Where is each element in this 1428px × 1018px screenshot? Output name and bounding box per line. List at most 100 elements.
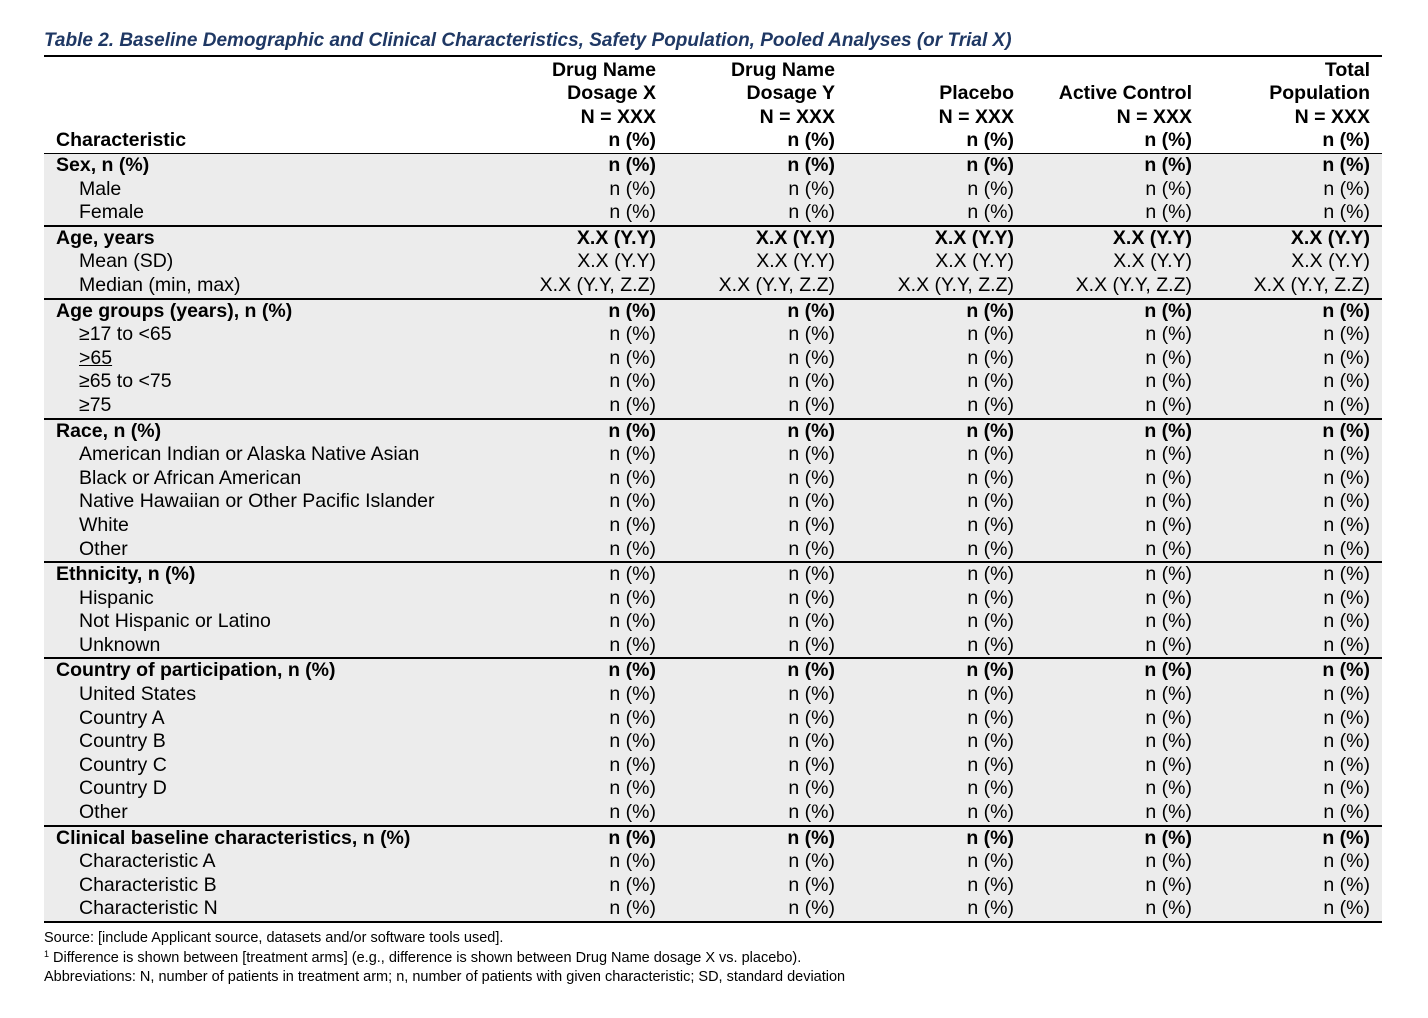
row-value: n (%) [787, 299, 835, 322]
row-value: n (%) [788, 610, 835, 633]
table-row: Unknown n (%) n (%) n (%) n (%) n (%) [44, 634, 1382, 658]
table-section: Race, n (%) n (%) n (%) n (%) n (%) n (%) Amer… [44, 419, 1382, 564]
row-value: n (%) [788, 370, 835, 393]
row-value: n (%) [1145, 466, 1192, 489]
row-label: Country B [79, 730, 166, 753]
row-value: n (%) [609, 563, 656, 586]
row-value: n (%) [1144, 419, 1192, 442]
row-value: n (%) [1145, 323, 1192, 346]
row-value: n (%) [788, 177, 835, 200]
row-value: X.X (Y.Y, Z.Z) [897, 273, 1014, 296]
row-value: X.X (Y.Y, Z.Z) [539, 273, 656, 296]
row-value: n (%) [967, 730, 1014, 753]
row-value: n (%) [609, 897, 656, 920]
row-value: X.X (Y.Y) [756, 250, 835, 273]
row-value: n (%) [788, 897, 835, 920]
row-value: n (%) [1322, 154, 1370, 176]
row-value: n (%) [788, 346, 835, 369]
row-value: n (%) [1323, 753, 1370, 776]
row-value: n (%) [1323, 443, 1370, 466]
row-value: n (%) [788, 537, 835, 560]
row-value: n (%) [1323, 177, 1370, 200]
row-label: Female [79, 201, 145, 224]
row-value: n (%) [1323, 323, 1370, 346]
table-row: ≥75 n (%) n (%) n (%) n (%) n (%) [44, 394, 1382, 418]
row-value: n (%) [1323, 706, 1370, 729]
row-value: n (%) [966, 659, 1014, 682]
row-label: Other [79, 801, 128, 824]
row-value: n (%) [1323, 897, 1370, 920]
table-row: Characteristic A n (%) n (%) n (%) n (%) n (%… [44, 850, 1382, 874]
row-value: X.X (Y.Y) [935, 250, 1014, 273]
row-label: Not Hispanic or Latino [79, 610, 271, 633]
table-section: Age groups (years), n (%) n (%) n (%) n (%)… [44, 299, 1382, 420]
row-value: n (%) [787, 826, 835, 849]
abbreviations-note: Abbreviations: N, number of patients in … [44, 969, 846, 985]
row-value: n (%) [967, 897, 1014, 920]
row-value: n (%) [609, 586, 656, 609]
row-value: n (%) [788, 201, 835, 224]
row-value: n (%) [1145, 801, 1192, 824]
row-value: n (%) [967, 633, 1014, 656]
row-value: n (%) [967, 201, 1014, 224]
row-value: n (%) [1145, 753, 1192, 776]
table-row: Median (min, max) X.X (Y.Y, Z.Z) X.X (Y.Y,… [44, 274, 1382, 298]
row-value: n (%) [967, 346, 1014, 369]
row-value: n (%) [787, 419, 835, 442]
table-row: Characteristic N n (%) n (%) n (%) n (%) n (%… [44, 897, 1382, 921]
row-value: n (%) [609, 346, 656, 369]
row-value: n (%) [609, 873, 656, 896]
row-value: X.X (Y.Y, Z.Z) [718, 273, 835, 296]
row-value: n (%) [609, 490, 656, 513]
row-value: n (%) [1323, 201, 1370, 224]
row-value: n (%) [609, 706, 656, 729]
row-label: Characteristic A [79, 850, 216, 873]
row-value: X.X (Y.Y, Z.Z) [1075, 273, 1192, 296]
row-label: Country A [79, 706, 165, 729]
row-value: n (%) [967, 873, 1014, 896]
row-label: Country D [79, 777, 167, 800]
row-value: n (%) [788, 393, 835, 416]
row-value: n (%) [1145, 563, 1192, 586]
row-value: n (%) [608, 826, 656, 849]
row-value: n (%) [1145, 513, 1192, 536]
row-value: X.X (Y.Y) [1290, 226, 1370, 249]
row-value: n (%) [788, 563, 835, 586]
row-value: n (%) [788, 490, 835, 513]
row-value: n (%) [1145, 537, 1192, 560]
row-label: Characteristic B [79, 873, 217, 896]
row-value: n (%) [608, 419, 656, 442]
row-value: n (%) [1145, 393, 1192, 416]
table-row: >65 n (%) n (%) n (%) n (%) n (%) [44, 347, 1382, 371]
row-label: Male [79, 177, 122, 200]
row-value: n (%) [609, 537, 656, 560]
row-value: n (%) [967, 683, 1014, 706]
table-section-header-row: Race, n (%) n (%) n (%) n (%) n (%) n (%) [44, 420, 1382, 444]
row-value: n (%) [1145, 873, 1192, 896]
row-value: n (%) [788, 586, 835, 609]
footnote-marker: 1 [44, 948, 50, 959]
row-value: n (%) [1323, 537, 1370, 560]
table-section-header-row: Clinical baseline characteristics, n (%)… [44, 827, 1382, 851]
row-value: n (%) [609, 201, 656, 224]
table-section: Sex, n (%) n (%) n (%) n (%) n (%) n (%) Male n… [44, 154, 1382, 227]
table-row: Country C n (%) n (%) n (%) n (%) n (%) [44, 754, 1382, 778]
table-row: Not Hispanic or Latino n (%) n (%) n (%) n (… [44, 610, 1382, 634]
row-value: n (%) [1145, 586, 1192, 609]
row-label: Other [79, 537, 128, 560]
row-value: n (%) [967, 610, 1014, 633]
row-label: Race, n (%) [56, 419, 162, 442]
row-value: n (%) [788, 801, 835, 824]
row-value: n (%) [1144, 299, 1192, 322]
row-value: X.X (Y.Y) [576, 226, 656, 249]
table-row: Mean (SD) X.X (Y.Y) X.X (Y.Y) X.X (Y.Y) X.X … [44, 250, 1382, 274]
row-value: n (%) [1145, 683, 1192, 706]
difference-note: 1 Difference is shown between [treatment… [44, 949, 845, 969]
row-value: n (%) [1322, 299, 1370, 322]
row-value: n (%) [609, 393, 656, 416]
characteristic-header: Characteristic [56, 129, 187, 152]
table-section: Ethnicity, n (%) n (%) n (%) n (%) n (%) n (%… [44, 563, 1382, 660]
table-body: Sex, n (%) n (%) n (%) n (%) n (%) n (%) Male n… [44, 154, 1382, 921]
table-section-header-row: Country of participation, n (%) n (%) n (%… [44, 659, 1382, 683]
row-value: n (%) [609, 370, 656, 393]
